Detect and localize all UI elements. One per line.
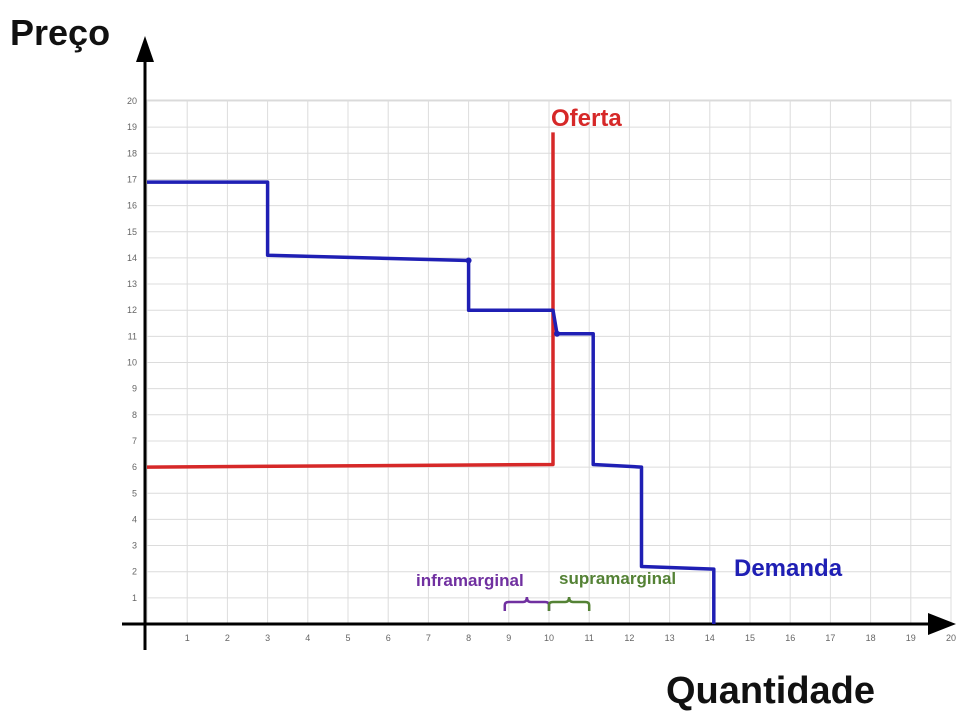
y-tick-label: 8: [132, 410, 137, 420]
series-line-demanda: [147, 180, 716, 624]
x-tick-label: 6: [386, 633, 391, 643]
annotation-supramarginal: supramarginal: [559, 569, 676, 588]
tick-labels: 1 2 3 4 5 6 7 8 9 10 11 12 13 14 15 16 17 18 19 20123456789…: [127, 96, 956, 643]
x-tick-label: 10: [544, 633, 554, 643]
y-tick-label: 6: [132, 462, 137, 472]
x-tick-label: 9: [506, 633, 511, 643]
annotation-bracket-supramarginal: [547, 596, 591, 611]
y-axis-title: Preço: [10, 12, 110, 53]
x-axis-title: Quantidade: [666, 670, 875, 712]
x-tick-label: 19: [906, 633, 916, 643]
x-tick-label: 13: [665, 633, 675, 643]
y-tick-label: 11: [128, 331, 137, 341]
series-line-oferta: [146, 132, 555, 469]
y-tick-label: 18: [127, 148, 137, 158]
x-tick-label: 8: [466, 633, 471, 643]
y-tick-label: 17: [127, 174, 137, 184]
x-tick-label: 2: [225, 633, 230, 643]
y-tick-label: 14: [127, 253, 137, 263]
y-tick-label: 7: [132, 436, 137, 446]
y-tick-label: 2: [132, 567, 137, 577]
x-tick-label: 16: [785, 633, 795, 643]
x-tick-label: 14: [705, 633, 715, 643]
x-tick-label: 5: [345, 633, 350, 643]
annotation-inframarginal: inframarginal: [416, 571, 524, 590]
x-tick-label: 7: [426, 633, 431, 643]
series-label-oferta: Oferta: [551, 105, 622, 132]
x-tick-label: 3: [265, 633, 270, 643]
x-tick-label: 12: [624, 633, 634, 643]
grid: [146, 99, 952, 625]
y-tick-label: 9: [132, 384, 137, 394]
x-tick-label: 17: [825, 633, 835, 643]
series-label-demanda: Demanda: [734, 555, 843, 582]
annotation-bracket-inframarginal: [503, 596, 551, 611]
x-tick-label: 18: [866, 633, 876, 643]
x-tick-label: 20: [946, 633, 956, 643]
x-tick-label: 1: [185, 633, 190, 643]
y-tick-label: 16: [127, 201, 137, 211]
y-tick-label: 15: [127, 227, 137, 237]
x-tick-label: 11: [585, 633, 594, 643]
y-axis-arrow: [136, 36, 154, 62]
x-tick-label: 15: [745, 633, 755, 643]
y-tick-label: 4: [132, 514, 137, 524]
y-tick-label: 12: [127, 305, 137, 315]
y-tick-label: 5: [132, 488, 137, 498]
annotations: [503, 596, 591, 611]
y-tick-label: 20: [127, 96, 137, 106]
x-tick-label: 4: [305, 633, 310, 643]
y-tick-label: 19: [127, 122, 137, 132]
y-tick-label: 13: [127, 279, 137, 289]
demand-point-marker: [554, 330, 561, 337]
y-tick-label: 10: [127, 358, 137, 368]
y-tick-label: 1: [132, 593, 137, 603]
x-axis-arrow: [928, 613, 956, 635]
axes: [122, 36, 956, 650]
y-tick-label: 3: [132, 541, 137, 551]
series-lines: [146, 132, 716, 624]
demand-point-marker: [465, 257, 472, 264]
